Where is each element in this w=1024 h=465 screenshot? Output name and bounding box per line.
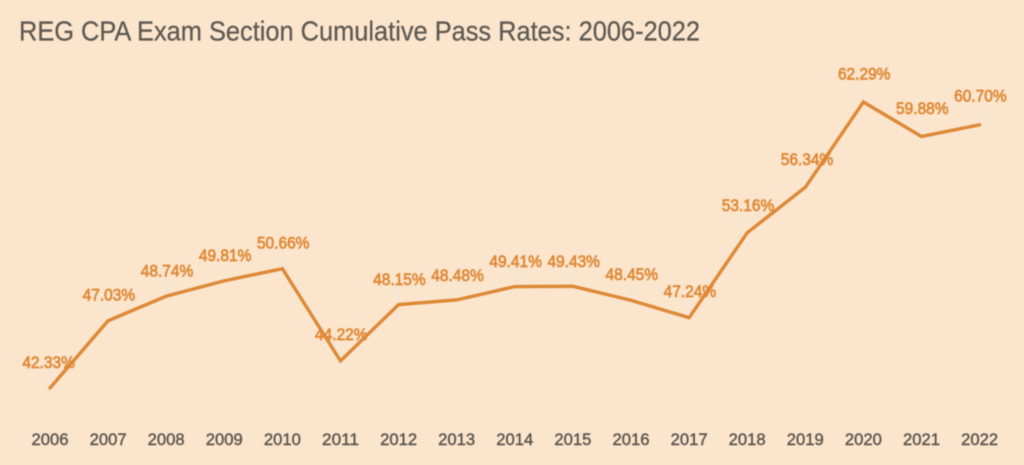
svg-text:2013: 2013 bbox=[438, 431, 475, 449]
svg-text:47.03%: 47.03% bbox=[83, 287, 136, 305]
svg-text:2008: 2008 bbox=[148, 431, 185, 449]
svg-text:2007: 2007 bbox=[90, 431, 127, 449]
svg-text:2021: 2021 bbox=[903, 431, 940, 449]
svg-text:48.45%: 48.45% bbox=[606, 266, 659, 284]
svg-text:2006: 2006 bbox=[32, 431, 69, 449]
svg-text:49.41%: 49.41% bbox=[489, 253, 542, 271]
svg-text:REG CPA Exam Section Cumulativ: REG CPA Exam Section Cumulative Pass Rat… bbox=[19, 16, 700, 47]
svg-text:48.48%: 48.48% bbox=[431, 267, 484, 285]
svg-text:2019: 2019 bbox=[787, 431, 824, 449]
svg-text:2015: 2015 bbox=[554, 431, 591, 449]
svg-text:44.22%: 44.22% bbox=[315, 326, 368, 344]
svg-text:2009: 2009 bbox=[206, 431, 243, 449]
svg-text:62.29%: 62.29% bbox=[838, 66, 891, 84]
svg-text:50.66%: 50.66% bbox=[257, 235, 310, 253]
svg-text:56.34%: 56.34% bbox=[781, 151, 834, 169]
svg-text:2017: 2017 bbox=[671, 431, 708, 449]
svg-text:2018: 2018 bbox=[729, 431, 766, 449]
svg-text:47.24%: 47.24% bbox=[664, 283, 717, 301]
svg-text:49.81%: 49.81% bbox=[199, 247, 252, 265]
svg-text:59.88%: 59.88% bbox=[896, 100, 949, 118]
svg-text:2022: 2022 bbox=[961, 431, 998, 449]
svg-text:2016: 2016 bbox=[613, 431, 650, 449]
svg-text:2012: 2012 bbox=[380, 431, 417, 449]
svg-text:2020: 2020 bbox=[845, 431, 882, 449]
svg-text:48.15%: 48.15% bbox=[373, 271, 426, 289]
svg-text:48.74%: 48.74% bbox=[141, 263, 194, 281]
svg-text:49.43%: 49.43% bbox=[547, 253, 600, 271]
svg-text:2014: 2014 bbox=[496, 431, 533, 449]
svg-text:2011: 2011 bbox=[322, 431, 359, 449]
svg-text:42.33%: 42.33% bbox=[22, 354, 75, 372]
svg-text:53.16%: 53.16% bbox=[722, 197, 775, 215]
svg-text:60.70%: 60.70% bbox=[954, 88, 1007, 106]
svg-text:2010: 2010 bbox=[264, 431, 301, 449]
